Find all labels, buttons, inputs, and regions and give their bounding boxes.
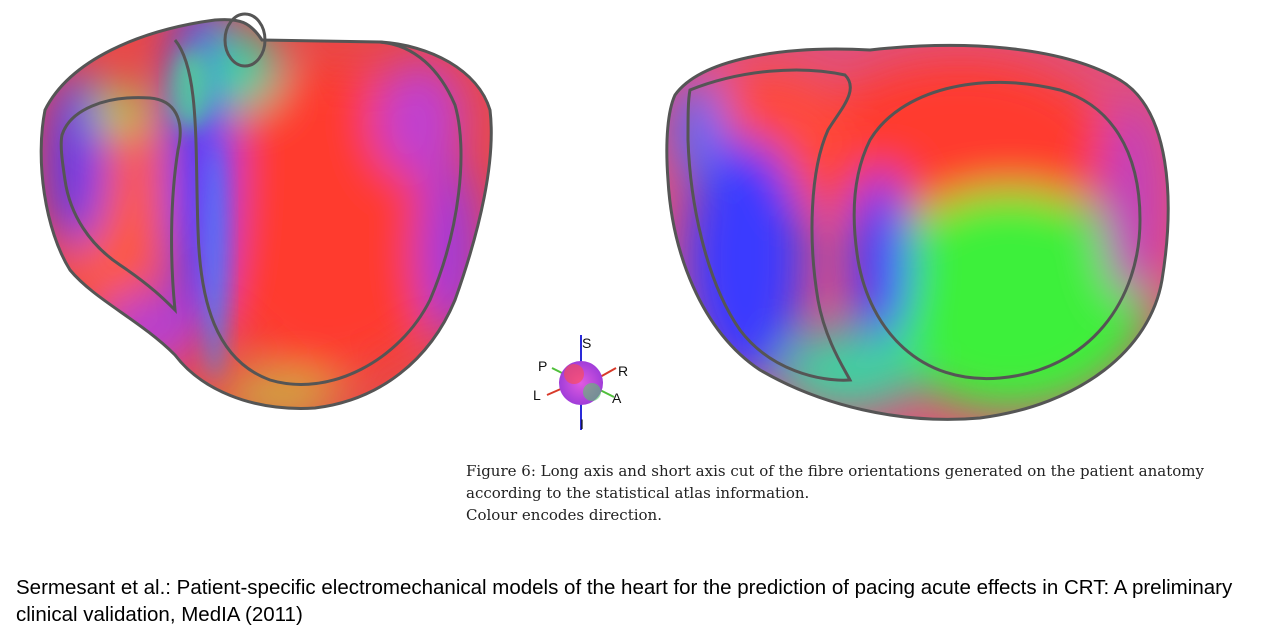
figure: S P R L A I [39, 12, 1170, 432]
citation: Sermesant et al.: Patient-specific elect… [16, 574, 1276, 628]
label-i: I [580, 416, 584, 432]
short-axis-panel [665, 43, 1170, 421]
axis-a-line [599, 389, 615, 398]
long-axis-valve-contour [223, 12, 267, 68]
orientation-sphere-highlight [564, 364, 584, 384]
short-axis-left-ventricle-contour [852, 80, 1142, 381]
label-a: A [612, 390, 622, 406]
axis-r-line [599, 367, 617, 378]
citation-line-1: Sermesant et al.: Patient-specific elect… [16, 576, 1233, 599]
long-axis-panel [39, 12, 493, 410]
short-axis-right-ventricle-contour [686, 68, 853, 382]
label-s: S [582, 335, 591, 351]
caption-line-1: Figure 6: Long axis and short axis cut o… [466, 462, 1204, 502]
label-r: R [618, 363, 628, 379]
orientation-key: S P R L A I [533, 335, 628, 432]
long-axis-right-ventricle-contour [59, 96, 182, 315]
short-axis-epicardium-contour [665, 43, 1170, 421]
caption-line-2: Colour encodes direction. [466, 506, 662, 524]
figure-caption: Figure 6: Long axis and short axis cut o… [466, 460, 1226, 526]
orientation-sphere-shade [583, 383, 601, 401]
figure-graphic: S P R L A I [39, 12, 1170, 432]
citation-line-2: clinical validation, MedIA (2011) [16, 603, 303, 626]
label-l: L [533, 387, 541, 403]
long-axis-left-ventricle-contour [173, 39, 463, 386]
label-p: P [538, 358, 547, 374]
